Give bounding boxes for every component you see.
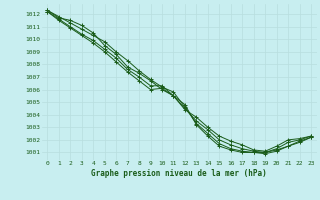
X-axis label: Graphe pression niveau de la mer (hPa): Graphe pression niveau de la mer (hPa) — [91, 169, 267, 178]
